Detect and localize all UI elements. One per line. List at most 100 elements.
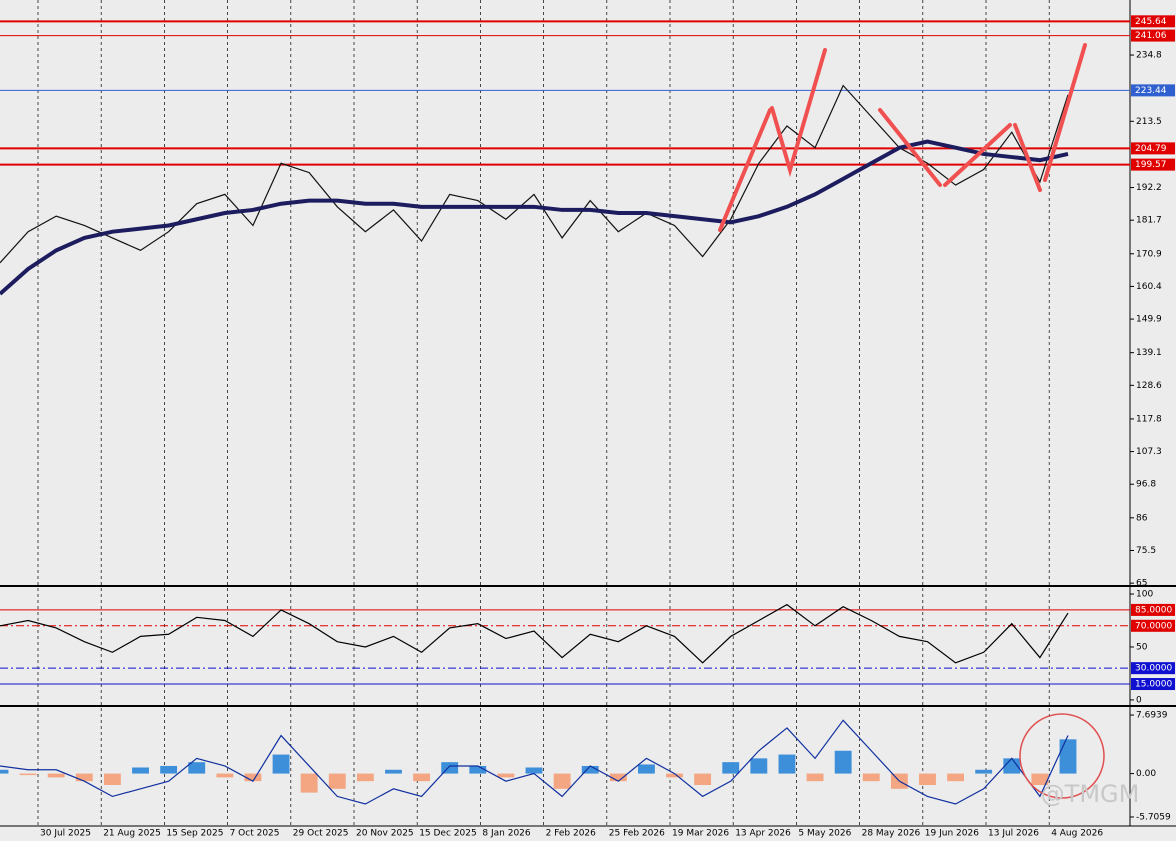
y-tick-label: 96.8: [1136, 480, 1156, 490]
y-tick-label: 213.5: [1136, 117, 1162, 127]
x-tick-label: 7 Oct 2025: [230, 829, 280, 839]
arrow: [770, 48, 827, 178]
histogram-bar: [581, 765, 599, 774]
level-label-box: [1131, 603, 1175, 616]
level-label: 85.0000: [1135, 605, 1172, 615]
x-tick-label: 20 Nov 2025: [356, 829, 414, 839]
y-tick-label: -5.7059: [1136, 812, 1171, 822]
histogram-bar: [244, 773, 262, 782]
histogram-bar: [525, 767, 543, 774]
level-label-box: [1131, 158, 1175, 171]
x-tick-label: 19 Mar 2026: [672, 829, 729, 839]
histogram-bar: [356, 773, 374, 782]
level-label-box: [1131, 29, 1175, 42]
histogram-bar: [216, 773, 234, 778]
y-tick-label: 181.7: [1136, 216, 1162, 226]
x-tick-label: 21 Aug 2025: [103, 829, 161, 839]
arrow: [943, 123, 1012, 187]
series-line: [0, 603, 1069, 664]
histogram-bar: [750, 758, 768, 774]
histogram-bar: [413, 773, 431, 782]
y-tick-label: 128.6: [1136, 381, 1162, 391]
histogram-bar: [975, 769, 993, 774]
y-tick-label: 192.2: [1136, 183, 1162, 193]
level-label: 245.64: [1135, 17, 1167, 27]
histogram-bar: [919, 773, 936, 785]
x-tick-label: 2 Feb 2026: [546, 829, 597, 839]
arrow: [1013, 123, 1042, 192]
watermark: @TMGM: [1041, 780, 1140, 808]
arrow: [718, 108, 772, 232]
histogram-bar: [75, 773, 93, 782]
level-label-box: [1131, 84, 1175, 97]
y-tick-label: 149.9: [1136, 315, 1162, 325]
y-tick-label: 65: [1136, 579, 1147, 589]
series-line: [0, 719, 1069, 805]
histogram-bar: [47, 773, 65, 778]
y-tick-label: 160.4: [1136, 282, 1162, 292]
x-tick-label: 29 Oct 2025: [293, 829, 349, 839]
y-tick-label: 100: [1136, 590, 1153, 600]
x-tick-label: 19 Jun 2026: [925, 829, 979, 839]
level-label-box: [1131, 619, 1175, 632]
y-tick-label: 7.6939: [1136, 711, 1168, 721]
histogram-bar: [497, 773, 515, 778]
level-label-box: [1131, 662, 1175, 675]
histogram-bar: [834, 750, 852, 774]
arrow: [1043, 43, 1087, 182]
y-tick-label: 50: [1136, 642, 1148, 652]
x-tick-label: 15 Dec 2025: [419, 829, 477, 839]
highlight-circle: [1019, 713, 1105, 799]
arrow: [878, 108, 942, 187]
histogram-bar: [553, 773, 571, 789]
histogram-bar: [862, 773, 880, 782]
histogram-bar: [609, 773, 627, 782]
x-tick-label: 30 Jul 2025: [40, 829, 91, 839]
x-tick-label: 13 Jul 2026: [988, 829, 1039, 839]
x-tick-label: 15 Sep 2025: [166, 829, 223, 839]
y-tick-label: 75.5: [1136, 546, 1156, 556]
histogram-bar: [806, 773, 824, 782]
histogram-bar: [272, 754, 290, 774]
y-tick-label: 107.3: [1136, 447, 1162, 457]
y-tick-label: 170.9: [1136, 249, 1162, 259]
histogram-bar: [300, 773, 318, 793]
y-tick-label: 0.00: [1136, 769, 1156, 779]
histogram-bar: [947, 773, 965, 782]
y-tick-label: 117.8: [1136, 414, 1162, 424]
histogram-bar: [441, 762, 459, 774]
x-tick-label: 13 Apr 2026: [735, 829, 791, 839]
level-label: 70.0000: [1135, 621, 1172, 631]
histogram-bar: [722, 762, 740, 774]
x-tick-label: 5 May 2026: [798, 829, 851, 839]
arrows: [718, 43, 1087, 232]
histogram-bar: [666, 773, 683, 778]
y-tick-label: 139.1: [1136, 348, 1162, 358]
level-label: 30.0000: [1135, 664, 1172, 674]
level-label: 199.57: [1135, 160, 1167, 170]
histogram-bar: [132, 767, 149, 774]
x-tick-label: 8 Jan 2026: [482, 829, 530, 839]
histogram-bar: [160, 765, 178, 774]
histogram-bar: [694, 773, 712, 785]
histogram-bar: [188, 762, 206, 774]
histogram-bar: [469, 765, 487, 774]
level-label-box: [1131, 142, 1175, 155]
histogram-bar: [19, 773, 37, 776]
level-label-box: [1131, 678, 1175, 691]
level-label: 223.44: [1135, 86, 1167, 96]
histogram-bar: [103, 773, 121, 785]
histogram-bar: [1031, 773, 1049, 785]
histogram-bar: [385, 769, 402, 774]
histogram-bar: [778, 754, 796, 774]
x-tick-label: 25 Feb 2026: [609, 829, 665, 839]
histogram-bar: [0, 769, 9, 774]
series-line: [0, 139, 1069, 296]
level-label: 241.06: [1135, 31, 1167, 41]
histogram-bar: [328, 773, 346, 789]
x-tick-label: 4 Aug 2026: [1051, 829, 1103, 839]
level-label: 204.79: [1135, 144, 1167, 154]
